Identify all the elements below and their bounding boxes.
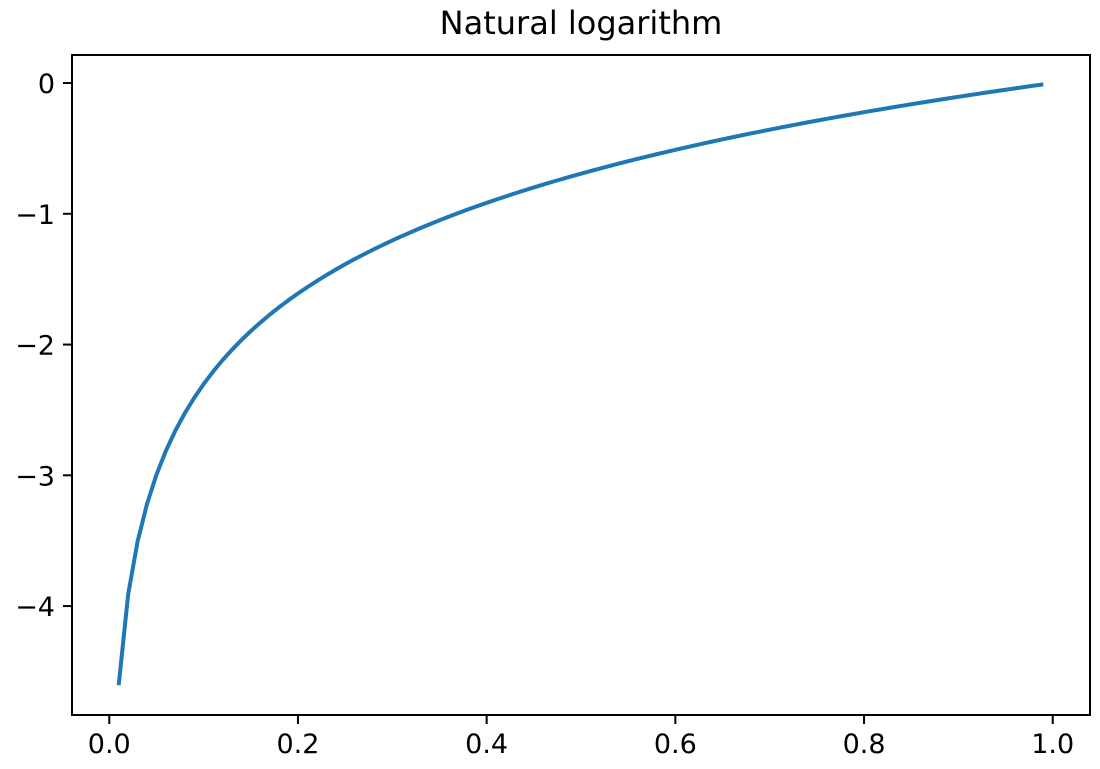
x-tick-label: 0.0 — [88, 729, 131, 760]
chart-title: Natural logarithm — [440, 4, 723, 42]
x-tick-label: 0.4 — [465, 729, 508, 760]
y-axis: 0 −1 −2 −3 −4 — [15, 69, 72, 623]
y-tick-label: −3 — [15, 461, 55, 492]
x-tick-label: 0.8 — [843, 729, 886, 760]
y-tick-label: −2 — [15, 331, 55, 362]
y-tick-label: −4 — [15, 592, 55, 623]
series-line-0 — [116, 82, 1044, 686]
x-axis: 0.0 0.2 0.4 0.6 0.8 1.0 — [88, 715, 1074, 760]
axes-frame — [71, 54, 1091, 716]
x-tick-label: 1.0 — [1031, 729, 1074, 760]
x-tick-label: 0.2 — [276, 729, 319, 760]
y-tick-label: −1 — [15, 200, 55, 231]
x-tick-label: 0.6 — [654, 729, 697, 760]
y-tick-label: 0 — [38, 69, 55, 100]
plot-area — [116, 82, 1044, 686]
